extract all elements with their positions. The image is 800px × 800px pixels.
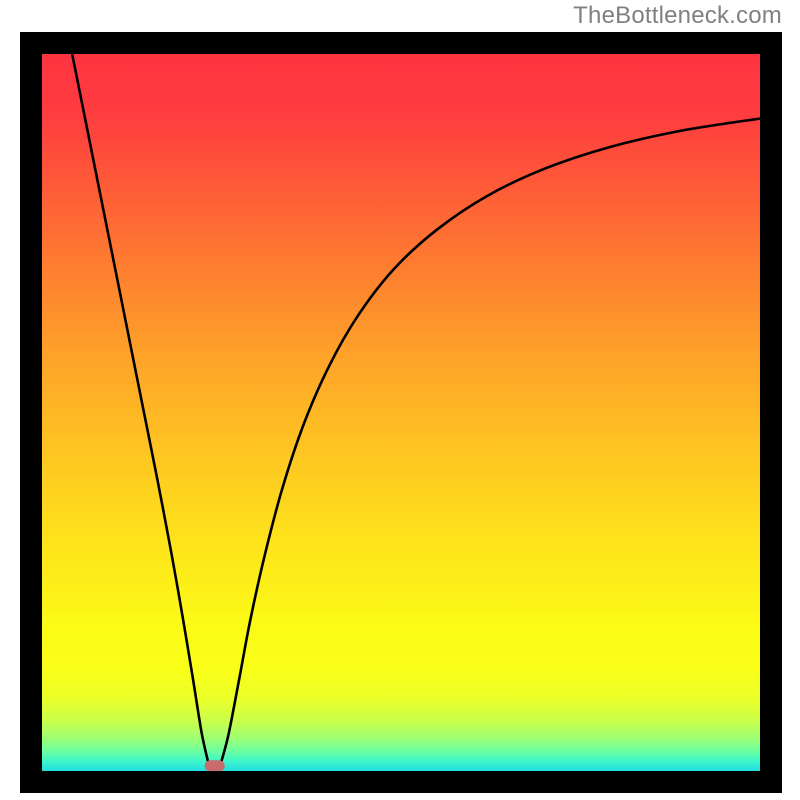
bottleneck-marker — [205, 760, 225, 771]
bottleneck-chart — [0, 0, 800, 800]
plot-background — [42, 54, 760, 771]
